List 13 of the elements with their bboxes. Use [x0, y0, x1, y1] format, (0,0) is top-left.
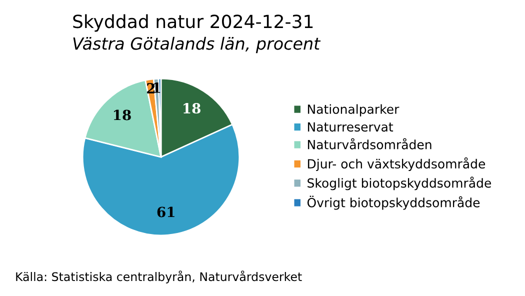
data-label: 18 — [184, 103, 200, 114]
data-label: 61 — [157, 206, 174, 218]
legend-label: Nationalparker — [308, 104, 400, 116]
text: Källa: Statistiska centralbyrån, Naturvårdsverket — [16, 270, 302, 284]
legend-label: Skogligt biotopskyddsområde — [308, 176, 492, 190]
chart-title: Skyddad natur 2024-12-31 — [73, 14, 313, 32]
data-label: 18 — [114, 110, 131, 120]
legend-label: Djur- och växtskyddsområde — [308, 157, 486, 171]
legend-label: Övrigt biotopskyddsområde — [307, 196, 480, 210]
chart-subtitle: Västra Götalands län, procent — [73, 36, 321, 54]
legend-label: Naturreservat — [308, 122, 394, 132]
data-label: 1 — [154, 82, 160, 93]
legend-label: Naturvårdsområden — [308, 138, 432, 150]
